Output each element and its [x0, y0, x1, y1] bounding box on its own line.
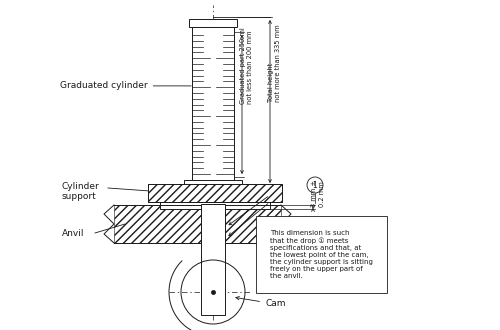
Text: Cylinder
support: Cylinder support: [62, 182, 100, 201]
Bar: [201, 204, 225, 315]
Text: Total height
not more than 335 mm: Total height not more than 335 mm: [268, 24, 281, 102]
Text: Graduated part 250 ml
not less than 200 mm: Graduated part 250 ml not less than 200 …: [240, 28, 252, 105]
Bar: [189, 19, 237, 27]
Bar: [184, 180, 242, 192]
Bar: [148, 184, 282, 202]
Bar: [160, 202, 270, 209]
Bar: [148, 184, 282, 202]
Text: This dimension is such
that the drop ① meets
specifications and that, at
the low: This dimension is such that the drop ① m…: [270, 230, 373, 279]
Text: Cam: Cam: [236, 296, 286, 309]
Bar: [192, 27, 234, 182]
Text: 3 mm ±
0.2 mm: 3 mm ± 0.2 mm: [312, 180, 324, 207]
Bar: [114, 205, 281, 243]
Text: Anvil: Anvil: [62, 228, 84, 238]
Text: Graduated cylinder: Graduated cylinder: [60, 82, 191, 90]
Text: 1: 1: [312, 181, 318, 189]
